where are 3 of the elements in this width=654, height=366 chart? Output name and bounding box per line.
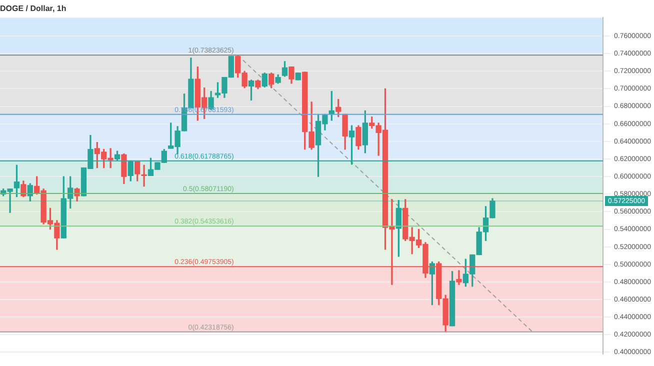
- candlestick: [456, 270, 462, 285]
- chart-title: DOGE / Dollar, 1h: [0, 4, 66, 14]
- candlestick: [141, 164, 147, 187]
